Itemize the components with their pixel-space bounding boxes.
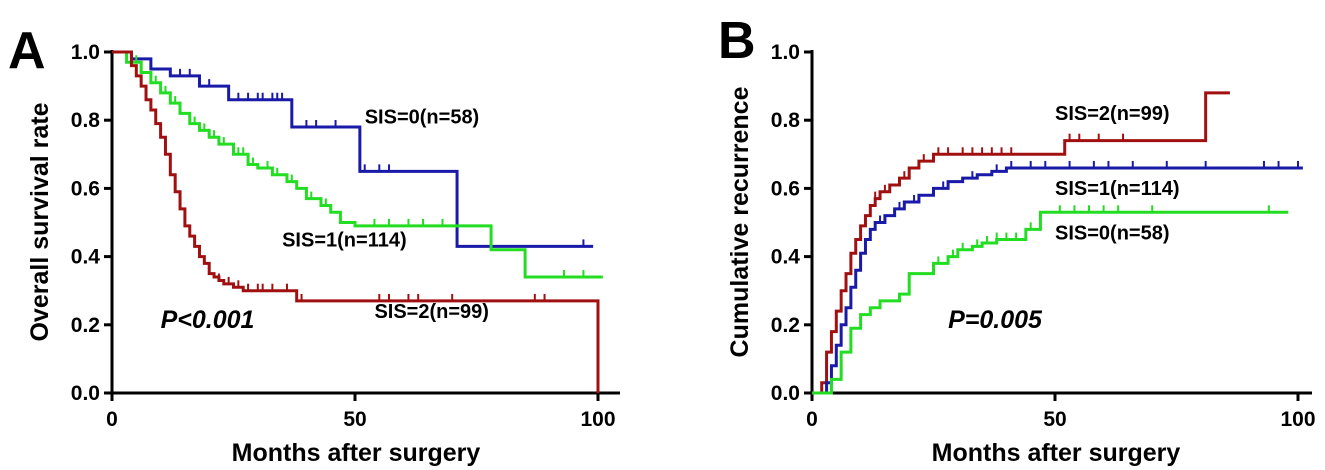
panel-b-y-tick-label: 0.0 [771,382,800,405]
panel-b-series-label: SIS=0(n=58) [1055,223,1170,245]
panel-b-series-line-sis-0-n-58 [812,210,1289,395]
panel-b-chart: B 0.0 0.2 0.4 0.6 0.8 1.0 0 50 100 SIS=2(n=99) SIS… [718,12,1316,467]
panel-a-letter: A [8,22,46,80]
panel-b-series-label: SIS=1(n=114) [1055,178,1180,200]
panel-b-pvalue: P=0.005 [948,306,1043,334]
panel-a-y-tick-label: 0.2 [71,314,100,337]
panel-a-x-axis-title: Months after surgery [232,439,481,467]
panel-b-letter: B [718,12,756,70]
panel-a-x-tick-label: 100 [580,408,615,431]
panel-a-chart: A 0.0 0.2 0.4 0.6 0.8 1.0 0 50 100 SIS=0(n=58) SIS… [8,22,620,467]
panel-b-plot-area: 0.0 0.2 0.4 0.6 0.8 1.0 0 50 100 SIS=2(n=99) SIS=1… [771,41,1316,431]
panel-b-y-tick-label: 0.8 [771,109,801,132]
panel-b-y-tick-label: 0.2 [771,314,800,337]
panel-b-series-line-sis-2-n-99 [812,91,1230,395]
panel-a-y-axis-title: Overall survival rate [26,102,54,341]
panel-a-pvalue: P<0.001 [161,306,255,334]
panel-a-y-tick-label: 0.4 [71,246,101,269]
panel-b-series-line-sis-1-n-114 [812,166,1303,395]
panel-b-series-label: SIS=2(n=99) [1055,103,1170,125]
panel-a-series-label: SIS=1(n=114) [282,229,407,251]
panel-b-x-tick-label: 0 [806,408,818,431]
panel-b-x-tick-label: 50 [1043,408,1066,431]
panel-a-x-tick-label: 0 [106,408,118,431]
panel-b-y-tick-label: 0.4 [771,246,801,269]
panel-a-series-label: SIS=0(n=58) [365,107,480,129]
panel-a-series-label: SIS=2(n=99) [374,301,489,323]
panel-a-x-tick-label: 50 [343,408,366,431]
panel-b-y-axis-title: Cumulative recurrence [726,86,754,357]
panel-a-plot-area: 0.0 0.2 0.4 0.6 0.8 1.0 0 50 100 SIS=0(n=58) SIS=1… [71,41,620,431]
panel-b-x-axis-title: Months after surgery [932,439,1181,467]
panel-b-y-tick-label: 1.0 [771,41,800,64]
panel-a-y-tick-label: 1.0 [71,41,100,64]
panel-a-y-tick-label: 0.6 [71,177,100,200]
panel-b-y-tick-label: 0.6 [771,177,800,200]
panel-a-y-tick-label: 0.0 [71,382,100,405]
panel-a-series-line-sis-2-n-99 [112,50,600,393]
panel-a-y-tick-label: 0.8 [71,109,101,132]
panel-b-x-tick-label: 100 [1280,408,1315,431]
